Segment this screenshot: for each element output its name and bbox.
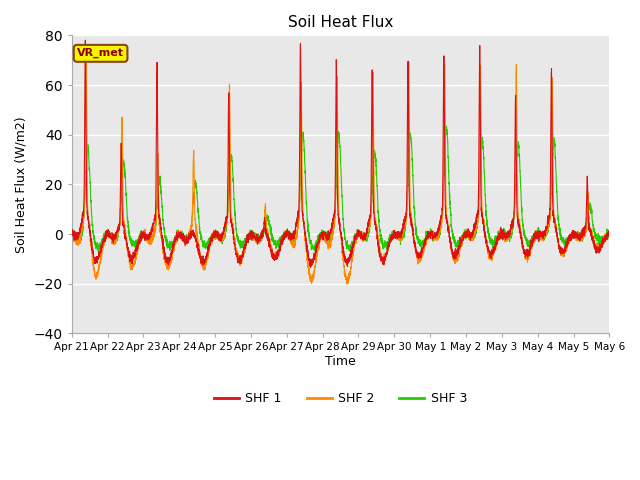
SHF 1 bbox=[605, 232, 612, 238]
SHF 1 bbox=[164, 258, 172, 264]
SHF 3 bbox=[321, 232, 328, 238]
SHF 2 bbox=[321, 235, 328, 240]
SHF 3 bbox=[164, 241, 172, 247]
Legend: SHF 1, SHF 2, SHF 3: SHF 1, SHF 2, SHF 3 bbox=[209, 387, 472, 410]
SHF 1 bbox=[321, 231, 328, 237]
SHF 1 bbox=[307, 264, 314, 270]
SHF 2 bbox=[343, 281, 351, 287]
SHF 1 bbox=[605, 231, 613, 237]
Line: SHF 2: SHF 2 bbox=[72, 55, 609, 284]
SHF 3 bbox=[442, 123, 450, 129]
SHF 1 bbox=[492, 240, 499, 246]
SHF 3 bbox=[461, 231, 469, 237]
SHF 2 bbox=[82, 52, 90, 58]
Title: Soil Heat Flux: Soil Heat Flux bbox=[288, 15, 393, 30]
X-axis label: Time: Time bbox=[325, 355, 356, 368]
Text: VR_met: VR_met bbox=[77, 48, 124, 59]
SHF 3 bbox=[605, 234, 612, 240]
SHF 3 bbox=[346, 248, 353, 254]
Y-axis label: Soil Heat Flux (W/m2): Soil Heat Flux (W/m2) bbox=[15, 116, 28, 252]
SHF 3 bbox=[605, 231, 613, 237]
SHF 2 bbox=[431, 235, 439, 241]
SHF 2 bbox=[68, 229, 76, 235]
SHF 2 bbox=[605, 234, 612, 240]
SHF 3 bbox=[431, 230, 439, 236]
SHF 3 bbox=[68, 233, 76, 239]
SHF 1 bbox=[68, 228, 76, 233]
SHF 2 bbox=[605, 230, 613, 236]
SHF 1 bbox=[81, 37, 89, 43]
SHF 1 bbox=[431, 235, 439, 240]
SHF 2 bbox=[164, 263, 172, 269]
SHF 2 bbox=[461, 231, 469, 237]
SHF 1 bbox=[461, 229, 469, 235]
Line: SHF 3: SHF 3 bbox=[72, 126, 609, 251]
SHF 3 bbox=[492, 235, 499, 241]
Line: SHF 1: SHF 1 bbox=[72, 40, 609, 267]
SHF 2 bbox=[492, 244, 499, 250]
